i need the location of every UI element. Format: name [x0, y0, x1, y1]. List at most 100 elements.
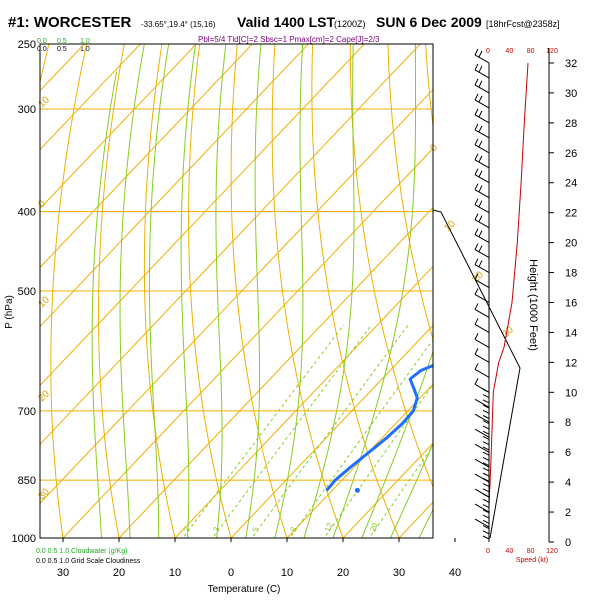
- height-tick-label: 26: [565, 148, 577, 160]
- wind-barb-flag: [478, 125, 483, 133]
- wind-barb: [474, 99, 490, 109]
- height-tick-label: 16: [565, 297, 577, 309]
- wind-barb-low: [482, 472, 490, 477]
- wind-barb: [474, 368, 490, 378]
- height-tick-label: 4: [565, 477, 571, 489]
- moist-adiabat-line: [303, 44, 355, 538]
- wind-barb-low: [482, 388, 490, 393]
- wind-barb-flag: [474, 258, 479, 265]
- wind-barb: [474, 443, 490, 453]
- wind-barb: [474, 204, 490, 214]
- wind-barb: [474, 219, 490, 229]
- wind-barb: [474, 518, 490, 528]
- wind-barb-low: [482, 535, 490, 540]
- wind-barb-low: [482, 430, 490, 435]
- wind-barb-flag: [478, 260, 483, 267]
- isotherm-line: [40, 88, 433, 504]
- height-tick-label: 0: [565, 537, 571, 549]
- isotherm-line: [40, 44, 141, 151]
- wind-barb-flag: [474, 78, 479, 86]
- wind-barb-flag: [474, 153, 479, 160]
- wind-barb-flag: [478, 155, 483, 162]
- wind-barb-flag: [478, 140, 483, 148]
- height-tick-label: 22: [565, 208, 577, 220]
- isotherm-line: [40, 44, 85, 92]
- wind-barb-flag: [474, 93, 479, 101]
- mixing-ratio-label: 5: [251, 525, 261, 533]
- wind-barb-flag: [478, 95, 483, 103]
- wind-barb: [474, 189, 490, 199]
- pressure-tick-label: 500: [18, 286, 36, 298]
- top-gridscale-tick: 0.5: [57, 46, 67, 53]
- wind-barb-low: [482, 436, 490, 440]
- wind-barb-low: [482, 493, 490, 498]
- mixing-ratio-label: 3: [211, 525, 221, 533]
- wind-barb-flag: [474, 243, 479, 250]
- chart-subtitle: Pbl=5/4 Tld[C]=2 Sbsc=1 Pmax[cm]=2 Cape[…: [198, 35, 380, 44]
- chart-run: (1200Z): [334, 19, 366, 29]
- isotherm-line: [174, 265, 433, 538]
- wind-barb-flag: [478, 230, 483, 237]
- temperature-tick-label: 10: [169, 567, 181, 579]
- pressure-tick-label: 700: [18, 406, 36, 418]
- wind-barb: [474, 174, 490, 184]
- wind-barb-flag: [474, 48, 479, 56]
- wind-barb-low: [482, 441, 490, 446]
- wind-barb: [474, 84, 490, 94]
- dry-adiabat-line: [230, 44, 288, 538]
- height-tick-label: 14: [565, 327, 577, 339]
- wind-barb-low: [482, 420, 490, 425]
- mixing-ratio-label: 20: [368, 521, 380, 533]
- mixing-ratio-line: [323, 383, 433, 538]
- wind-barb-flag: [478, 50, 483, 58]
- wind-barb-flag: [474, 213, 479, 220]
- speed-tick-bottom: 120: [546, 548, 558, 555]
- isotherm-line: [40, 44, 253, 269]
- chart-valid-time: Valid 1400 LST: [237, 14, 335, 30]
- wind-barb: [474, 413, 490, 423]
- wind-barb: [474, 503, 490, 513]
- dry-adiabat-line: [271, 44, 344, 538]
- dry-adiabat-line: [143, 44, 176, 538]
- wind-barb: [474, 234, 490, 244]
- pressure-tick-label: 850: [18, 475, 36, 487]
- moist-adiabat-line: [245, 44, 262, 538]
- wind-barb-flag: [478, 65, 483, 73]
- wind-barb: [474, 353, 490, 363]
- moist-adiabat-line: [361, 349, 433, 538]
- wind-barb-flag: [474, 303, 479, 310]
- temperature-tick-label: 0: [228, 567, 234, 579]
- dry-adiabat-line: [349, 44, 433, 489]
- temperature-tick-label: 30: [393, 567, 405, 579]
- wind-barb-low: [482, 462, 490, 467]
- wind-height-panel: 0246810121416182022242628303200404080801…: [432, 48, 577, 555]
- dry-adiabat-line: [188, 44, 232, 538]
- top-gridscale-tick: 0.0: [37, 46, 47, 53]
- wind-barb-low: [482, 530, 490, 535]
- chart-title: #1: WORCESTER: [8, 14, 132, 31]
- wind-barb-low: [482, 483, 490, 488]
- moist-adiabat-line: [332, 44, 417, 538]
- sounding-traces: [325, 363, 433, 493]
- height-tick-label: 30: [565, 88, 577, 100]
- isotherm-line: [118, 206, 433, 538]
- isotherm-line: [40, 44, 365, 387]
- temperature-tick-label: 10: [281, 567, 293, 579]
- temperature-tick-label: 20: [337, 567, 349, 579]
- top-gridscale-tick: 1.0: [80, 46, 90, 53]
- pressure-tick-label: 1000: [12, 533, 36, 545]
- temperature-tick-label: 40: [449, 567, 461, 579]
- wind-barb-low: [482, 514, 490, 519]
- wind-barb-low: [482, 498, 490, 503]
- wind-barb: [474, 428, 490, 438]
- wind-barb-low: [482, 467, 490, 472]
- top-cloudwater-tick: 0.5: [57, 38, 67, 45]
- mixing-ratio-line: [289, 338, 433, 538]
- wind-barb-flag: [474, 363, 479, 370]
- pressure-tick-label: 300: [18, 104, 36, 116]
- moist-adiabat-line: [389, 442, 433, 538]
- speed-tick-top: 40: [505, 48, 513, 55]
- wind-barb-flag: [478, 245, 483, 252]
- wind-barb-flag: [474, 168, 479, 175]
- height-tick-label: 18: [565, 268, 577, 280]
